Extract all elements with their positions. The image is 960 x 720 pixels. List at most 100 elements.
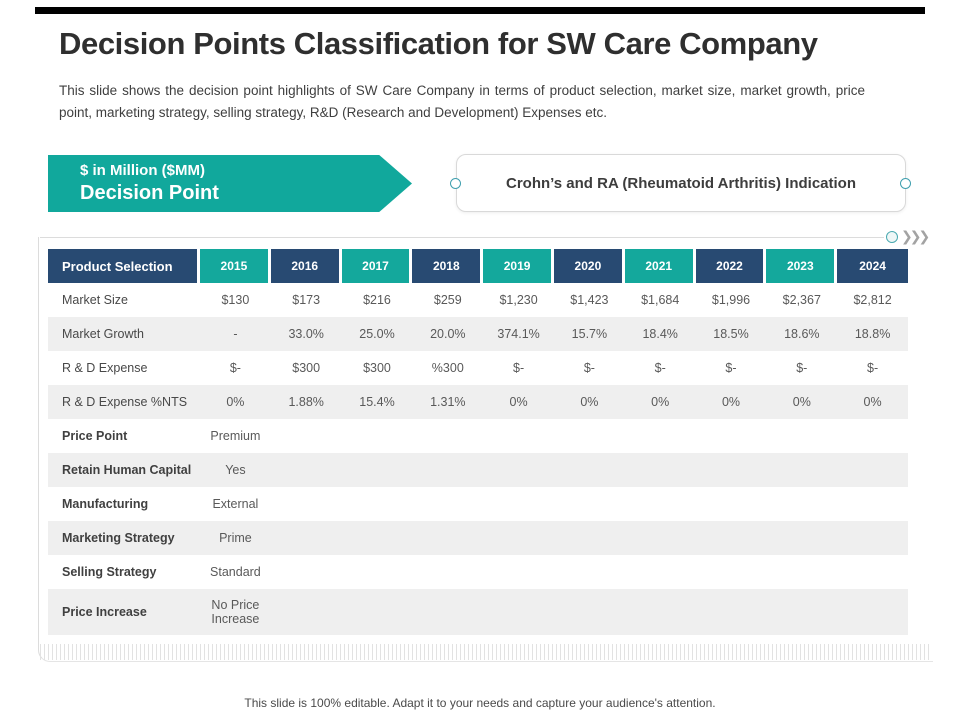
- row-value: [483, 521, 554, 555]
- row-label: Market Size: [62, 292, 128, 307]
- row-value: [483, 555, 554, 589]
- row-value: $300: [363, 360, 391, 375]
- row-value: 18.6%: [784, 326, 820, 341]
- row-value: 1.31%: [430, 394, 466, 409]
- row-value: $216: [363, 292, 391, 307]
- row-value: $259: [433, 292, 462, 307]
- row-value: [554, 555, 625, 589]
- row-value: [766, 453, 837, 487]
- row-value: [766, 555, 837, 589]
- row-value: $2,367: [782, 292, 821, 307]
- row-value: [625, 453, 696, 487]
- header-cell-year: 2017: [341, 249, 413, 283]
- row-value: $-: [867, 360, 879, 375]
- table-row: Marketing Strategy Prime: [48, 521, 908, 555]
- row-value: $1,684: [641, 292, 680, 307]
- row-value: [412, 555, 483, 589]
- row-value: 1.88%: [288, 394, 324, 409]
- header-cell-year: 2019: [483, 249, 554, 283]
- row-value: 0%: [651, 394, 670, 409]
- row-value: [554, 487, 625, 521]
- row-value: [271, 589, 342, 635]
- row-value: 0%: [226, 394, 245, 409]
- row-value: External: [212, 496, 259, 511]
- row-value: [837, 521, 908, 555]
- row-value: $2,812: [853, 292, 892, 307]
- row-value: 18.4%: [642, 326, 678, 341]
- row-value: [342, 555, 413, 589]
- row-value: [696, 487, 767, 521]
- row-value: [342, 589, 413, 635]
- row-label: Marketing Strategy: [62, 530, 175, 545]
- tick-strip-decoration: [40, 644, 932, 660]
- row-value: 0%: [721, 394, 741, 409]
- row-value: $173: [292, 292, 321, 307]
- row-value: -: [233, 326, 238, 341]
- row-value: 0%: [792, 394, 811, 409]
- row-value: [554, 453, 625, 487]
- header-cell-year: 2018: [412, 249, 484, 283]
- connector-circle-icon: [886, 231, 898, 243]
- row-value: [766, 419, 837, 453]
- table-frame: [38, 237, 933, 662]
- indication-box: Crohn’s and RA (Rheumatoid Arthritis) In…: [456, 154, 906, 212]
- row-value: [766, 589, 837, 635]
- row-value: [554, 419, 625, 453]
- row-value: [837, 453, 908, 487]
- row-value: [342, 419, 413, 453]
- row-value: [271, 521, 342, 555]
- header-cell-label: Product Selection: [48, 249, 200, 283]
- header-cell-year: 2020: [554, 249, 625, 283]
- banner-label: Decision Point: [80, 181, 219, 204]
- row-value: [625, 487, 696, 521]
- row-value: $130: [221, 292, 250, 307]
- row-value: [271, 555, 342, 589]
- row-value: [412, 453, 483, 487]
- row-value: $1,996: [711, 292, 751, 307]
- divider-line: [40, 237, 884, 238]
- row-label: Retain Human Capital: [62, 462, 192, 477]
- row-value: 18.5%: [713, 326, 749, 341]
- row-value: Standard: [210, 564, 261, 579]
- row-value: $-: [725, 360, 737, 375]
- row-value: [342, 487, 413, 521]
- table-row: Retain Human Capital Yes: [48, 453, 908, 487]
- table-row: R & D Expense $- $300 $300 %300 $- $- $- $- $- $-: [48, 351, 908, 385]
- header-cell-year: 2021: [624, 249, 696, 283]
- banner-kicker: $ in Million ($MM): [80, 162, 205, 180]
- decision-table: Product Selection 2015 2016 2017 2018 2019 202…: [48, 249, 908, 635]
- row-value: $-: [583, 360, 595, 375]
- row-value: $-: [796, 360, 808, 375]
- row-label: Price Point: [62, 428, 128, 443]
- table-row: Price Increase No Price Increase: [48, 589, 908, 635]
- header-cell-year: 2015: [200, 249, 271, 283]
- header-cell-year: 2024: [837, 249, 908, 283]
- slide-description: This slide shows the decision point high…: [59, 83, 865, 120]
- row-value: [483, 487, 554, 521]
- table-row: Selling Strategy Standard: [48, 555, 908, 589]
- row-label: R & D Expense: [62, 360, 148, 375]
- decision-point-banner: $ in Million ($MM) Decision Point: [48, 155, 412, 212]
- row-value: [625, 555, 696, 589]
- row-value: $-: [229, 360, 241, 375]
- row-value: %300: [431, 360, 464, 375]
- row-value: [837, 589, 908, 635]
- row-value: 0%: [863, 394, 882, 409]
- top-accent-bar: [35, 7, 925, 14]
- row-value: 0%: [509, 394, 528, 409]
- row-value: [696, 419, 767, 453]
- row-value: [271, 453, 342, 487]
- row-value: [625, 419, 696, 453]
- row-value: [766, 521, 837, 555]
- row-value: [625, 589, 696, 635]
- table-row: Price Point Premium: [48, 419, 908, 453]
- row-value: Premium: [210, 428, 261, 443]
- row-value: $-: [513, 360, 525, 375]
- row-value: [837, 419, 908, 453]
- footer-note: This slide is 100% editable. Adapt it to…: [244, 696, 716, 710]
- row-value: [696, 453, 767, 487]
- row-value: $300: [292, 360, 321, 375]
- row-value: $1,230: [499, 292, 538, 307]
- row-value: [837, 487, 908, 521]
- row-value: 374.1%: [497, 326, 540, 341]
